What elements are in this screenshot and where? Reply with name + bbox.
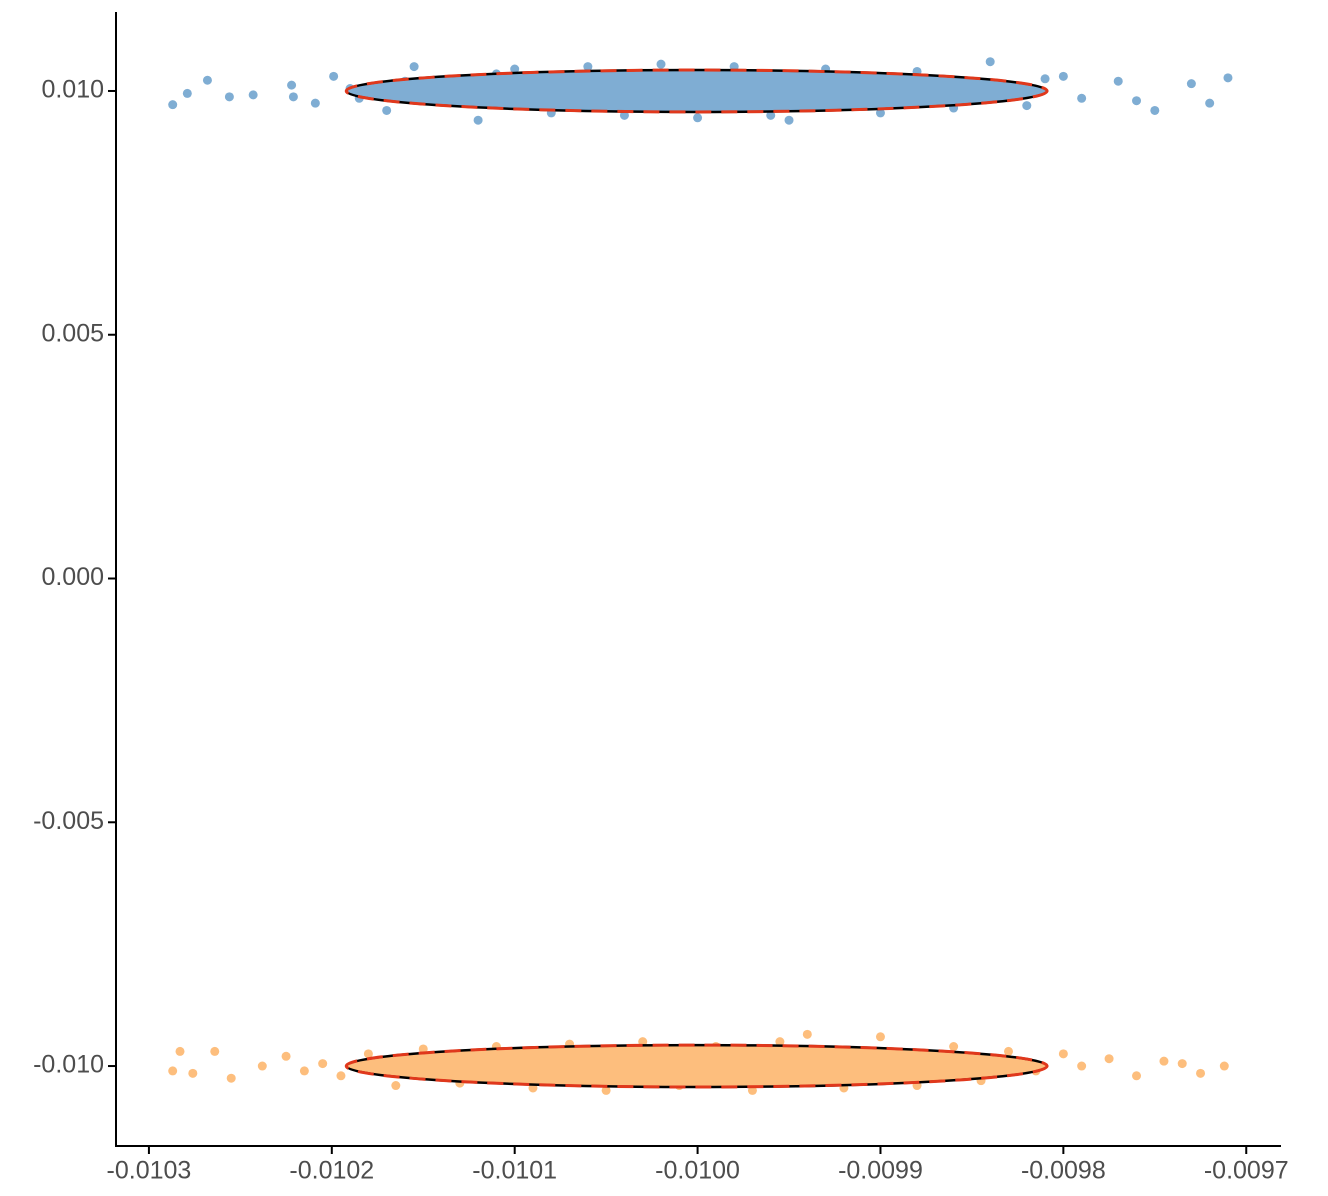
y-tick-label: 0.005 [41, 319, 104, 347]
point [409, 62, 419, 72]
y-tick-label: -0.005 [33, 807, 104, 835]
point [226, 1073, 236, 1083]
y-tick-label: 0.000 [41, 563, 104, 591]
point [210, 1046, 220, 1056]
x-tick-label: -0.0103 [107, 1157, 192, 1185]
point [1223, 73, 1233, 83]
point [1205, 98, 1215, 108]
point [1077, 93, 1087, 103]
point [287, 80, 297, 90]
point [299, 1066, 309, 1076]
point [985, 57, 995, 67]
y-tick-label: -0.010 [33, 1051, 104, 1079]
point [473, 115, 483, 125]
point [1022, 101, 1032, 111]
point [318, 1059, 328, 1069]
point [1113, 76, 1123, 86]
point [168, 100, 178, 110]
point [363, 1049, 373, 1059]
x-tick-label: -0.0101 [472, 1157, 557, 1185]
point [784, 115, 794, 125]
x-tick-label: -0.0102 [289, 1157, 374, 1185]
point [1132, 96, 1142, 106]
point [329, 71, 339, 81]
y-tick-label: 0.010 [41, 76, 104, 104]
point [257, 1061, 267, 1071]
x-tick-label: -0.0097 [1204, 1157, 1289, 1185]
point [288, 92, 298, 102]
x-tick-label: -0.0098 [1021, 1157, 1106, 1185]
point [168, 1066, 178, 1076]
point [601, 1085, 611, 1095]
point [336, 1071, 346, 1081]
point [1159, 1056, 1169, 1066]
point [619, 110, 629, 120]
point [949, 1042, 959, 1052]
point [418, 1044, 428, 1054]
point [391, 1081, 401, 1091]
point [1058, 71, 1068, 81]
point [766, 110, 776, 120]
point [310, 98, 320, 108]
point [1003, 1046, 1013, 1056]
point [583, 62, 593, 72]
point [875, 1032, 885, 1042]
point [1186, 79, 1196, 89]
point [224, 92, 234, 102]
point [1219, 1061, 1229, 1071]
point [1150, 105, 1160, 115]
point [1040, 74, 1050, 84]
point [1104, 1054, 1114, 1064]
point [802, 1029, 812, 1039]
ellipse-dashed [344, 1043, 1049, 1089]
point [248, 90, 258, 100]
point [182, 88, 192, 98]
point [693, 113, 703, 123]
point [1077, 1061, 1087, 1071]
point [1132, 1071, 1142, 1081]
point [510, 64, 520, 74]
point [202, 75, 212, 85]
x-tick-label: -0.0100 [655, 1157, 740, 1185]
point [382, 105, 392, 115]
point [188, 1068, 198, 1078]
point [875, 108, 885, 118]
point [656, 59, 666, 69]
point [1196, 1068, 1206, 1078]
point [1058, 1049, 1068, 1059]
point [775, 1037, 785, 1047]
ellipse-dashed [344, 68, 1049, 114]
point [175, 1046, 185, 1056]
point [281, 1051, 291, 1061]
x-tick-label: -0.0099 [838, 1157, 923, 1185]
point [1177, 1059, 1187, 1069]
